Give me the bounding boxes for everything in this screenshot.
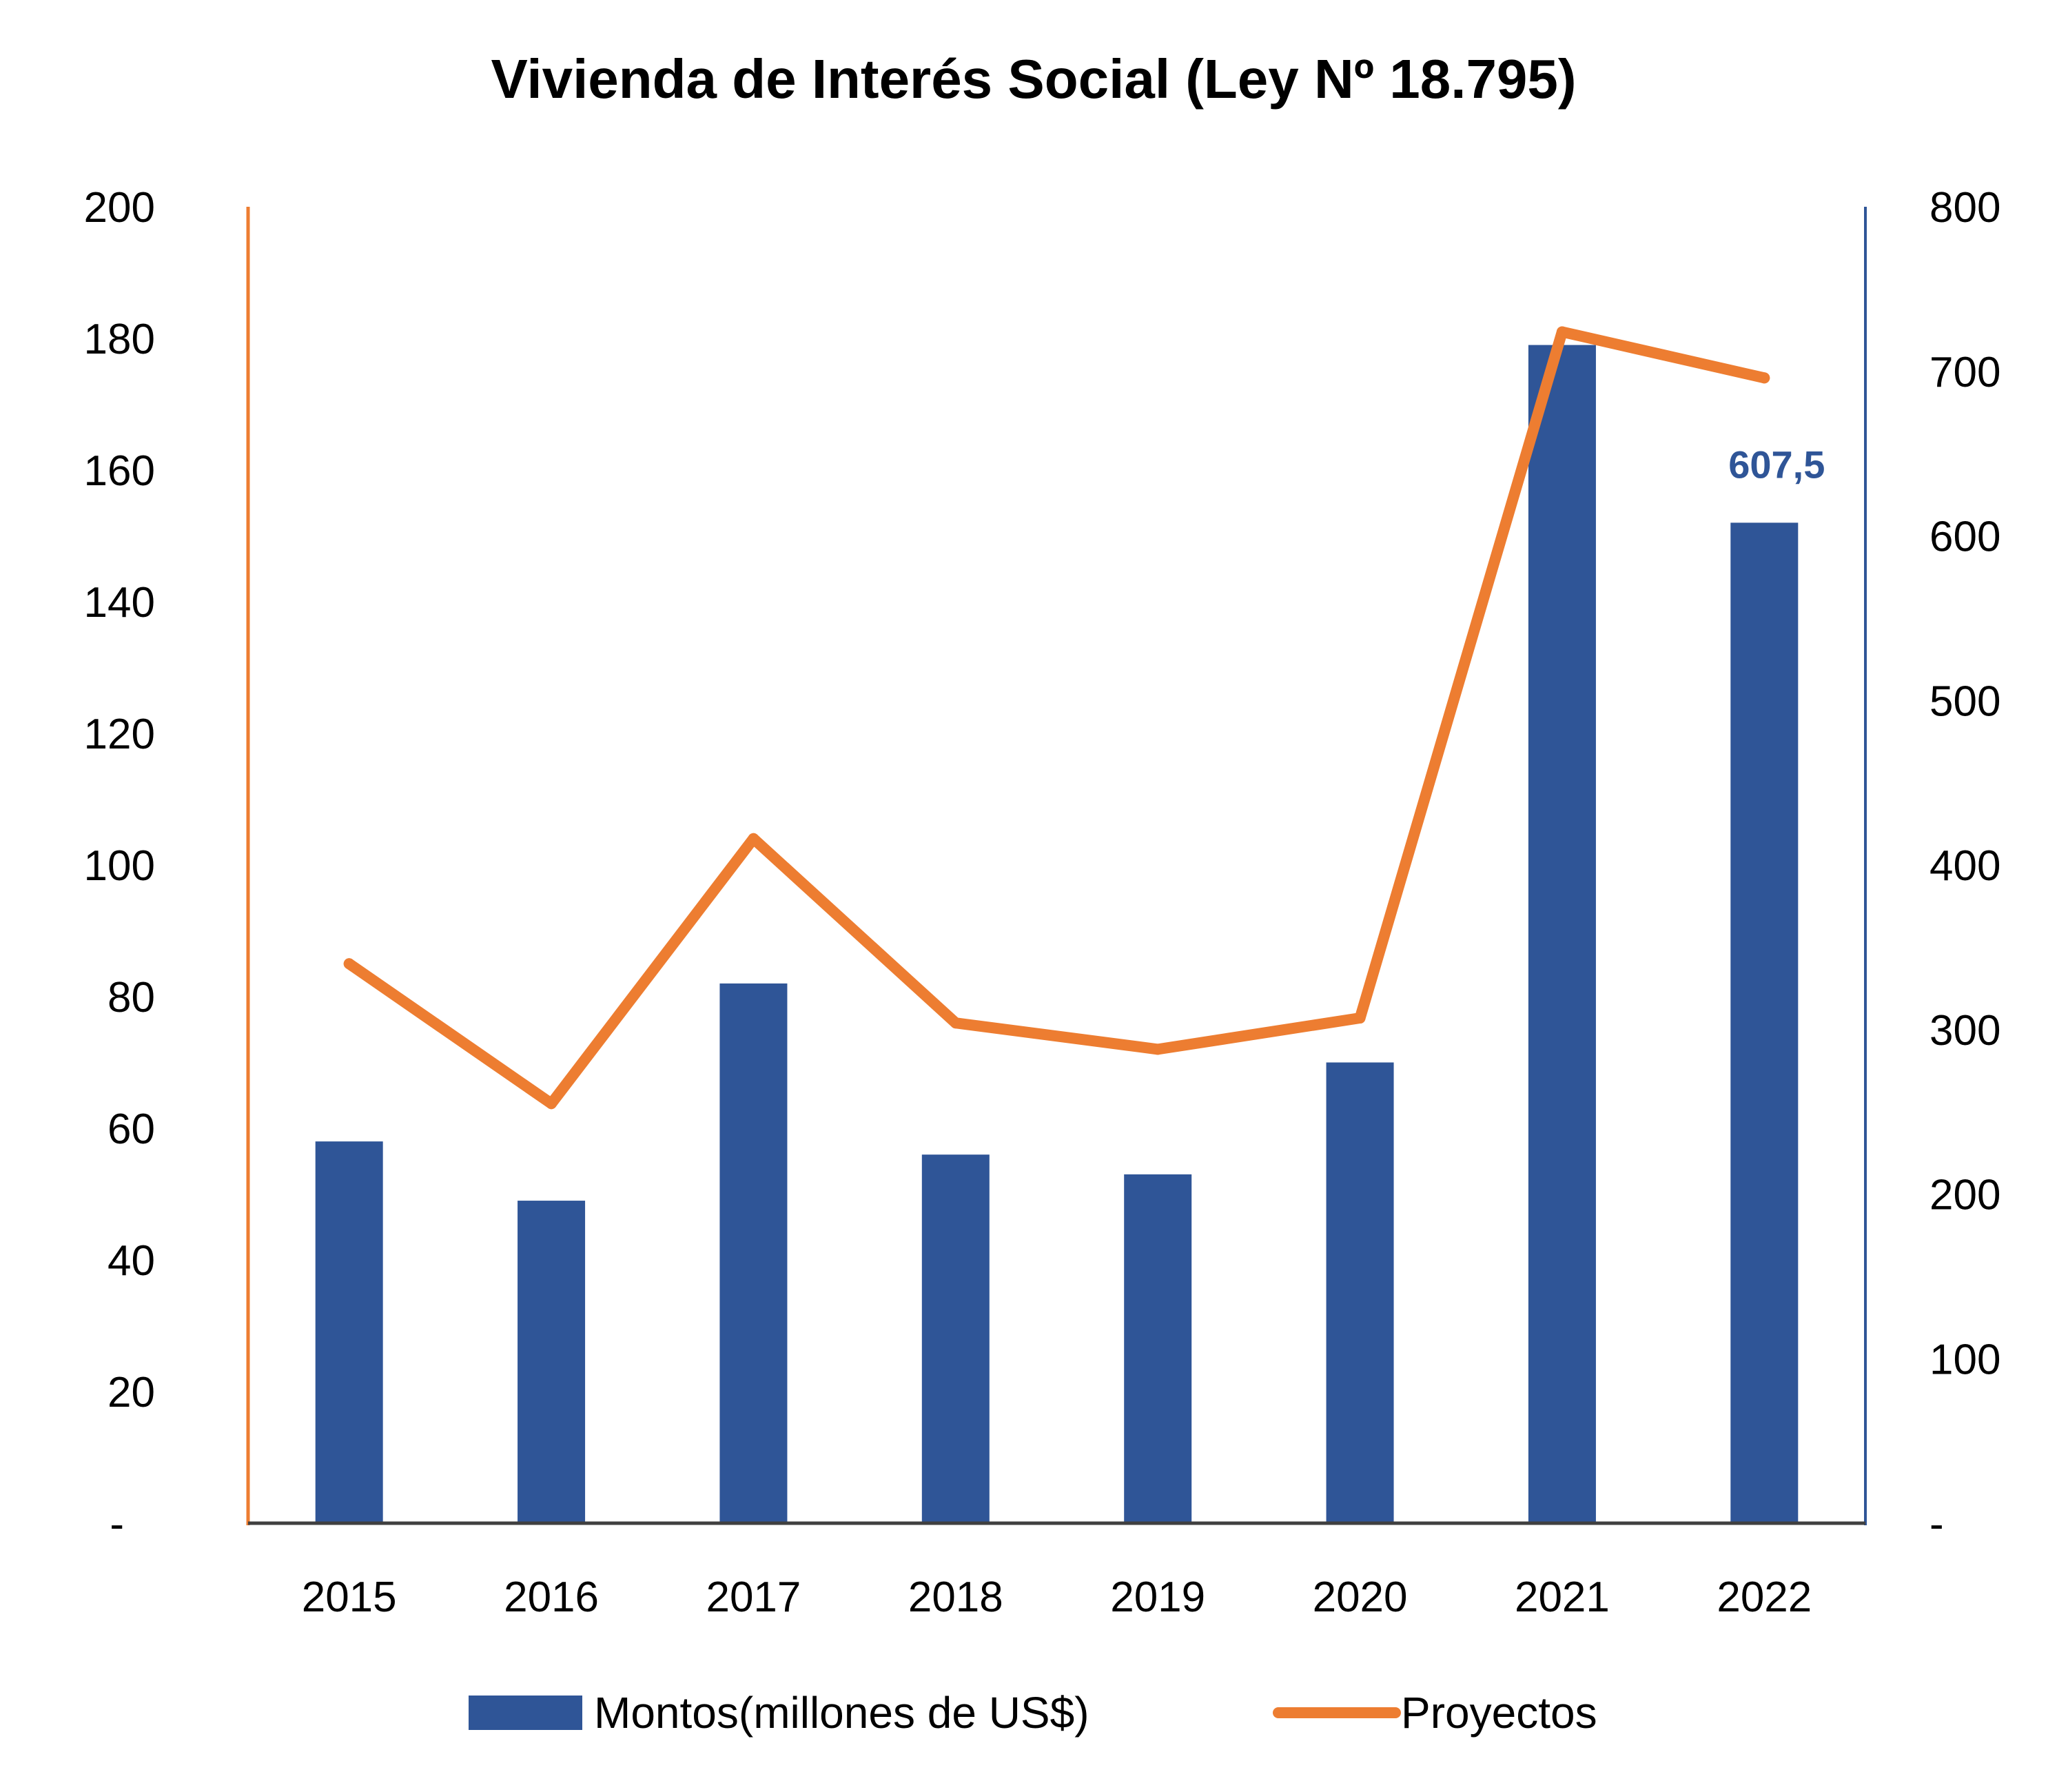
data-label: 607,5 xyxy=(1728,442,1825,486)
bar xyxy=(921,1154,990,1523)
right-tick-label: 300 xyxy=(1929,1007,2000,1055)
line-point xyxy=(1759,372,1770,384)
x-tick-label: 2015 xyxy=(302,1574,397,1621)
bar xyxy=(1730,522,1799,1523)
left-tick-label: 100 xyxy=(84,842,155,890)
bar xyxy=(1528,345,1596,1523)
x-tick-label: 2020 xyxy=(1313,1574,1408,1621)
line-proyectos xyxy=(343,326,1770,1110)
line-series xyxy=(343,326,1770,1110)
left-axis-ticks: - 20 40 60 80 100 120 140 160 180 200 xyxy=(84,184,155,1548)
right-tick-label: 100 xyxy=(1929,1336,2000,1383)
right-tick-label: 500 xyxy=(1929,678,2000,725)
legend: Montos(millones de US$) Proyectos xyxy=(469,1688,1597,1738)
left-tick-label: 80 xyxy=(108,974,155,1021)
line-point xyxy=(1354,1012,1366,1024)
left-tick-label: 200 xyxy=(84,184,155,232)
right-tick-label: 400 xyxy=(1929,842,2000,890)
legend-label-montos: Montos(millones de US$) xyxy=(594,1688,1089,1738)
x-tick-label: 2017 xyxy=(706,1574,801,1621)
right-axis-ticks: - 100 200 300 400 500 600 700 800 xyxy=(1929,184,2000,1548)
line-point xyxy=(546,1098,557,1110)
left-tick-label: 20 xyxy=(108,1369,155,1416)
line-point xyxy=(748,833,759,844)
right-tick-label: 200 xyxy=(1929,1172,2000,1219)
bar xyxy=(1326,1062,1394,1523)
x-tick-label: 2019 xyxy=(1110,1574,1205,1621)
left-tick-label: 180 xyxy=(84,316,155,363)
line-point xyxy=(1556,326,1568,338)
line-point xyxy=(1152,1043,1164,1055)
legend-label-proyectos: Proyectos xyxy=(1401,1688,1597,1738)
x-tick-label: 2016 xyxy=(504,1574,599,1621)
left-tick-label: - xyxy=(110,1500,124,1548)
bar xyxy=(315,1141,383,1523)
x-tick-label: 2022 xyxy=(1717,1574,1812,1621)
bar-series xyxy=(315,345,1799,1523)
bar xyxy=(719,983,788,1523)
line-point xyxy=(343,958,355,970)
bar xyxy=(518,1201,586,1523)
right-tick-label: - xyxy=(1929,1500,1944,1548)
left-tick-label: 60 xyxy=(108,1106,155,1153)
left-tick-label: 40 xyxy=(108,1237,155,1285)
chart-title: Vivienda de Interés Social (Ley Nº 18.79… xyxy=(491,48,1576,110)
left-tick-label: 120 xyxy=(84,711,155,758)
right-tick-label: 600 xyxy=(1929,513,2000,561)
x-tick-label: 2021 xyxy=(1515,1574,1610,1621)
left-tick-label: 160 xyxy=(84,447,155,495)
right-tick-label: 800 xyxy=(1929,184,2000,232)
bar xyxy=(1124,1174,1192,1523)
line-point xyxy=(950,1017,961,1029)
x-axis-ticks: 2015 2016 2017 2018 2019 2020 2021 2022 xyxy=(302,1574,1812,1621)
legend-swatch-montos xyxy=(469,1696,582,1730)
x-tick-label: 2018 xyxy=(908,1574,1003,1621)
annotations: 607,5 xyxy=(1728,442,1825,486)
left-tick-label: 140 xyxy=(84,579,155,627)
right-tick-label: 700 xyxy=(1929,349,2000,396)
